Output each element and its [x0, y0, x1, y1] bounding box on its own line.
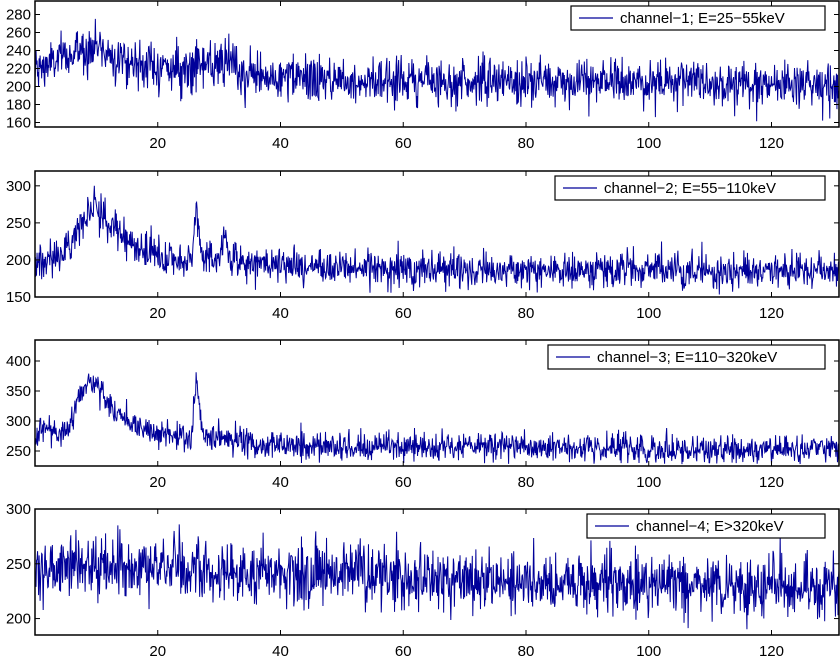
x-tick-label: 20 [149, 305, 166, 322]
legend: channel−4; E>320keV [586, 513, 826, 539]
y-tick-label: 280 [6, 7, 31, 24]
y-tick-label: 200 [6, 611, 31, 628]
series-line-1 [35, 372, 839, 465]
legend: channel−2; E=55−110keV [554, 175, 826, 201]
x-tick-label: 80 [518, 643, 535, 657]
x-tick-label: 100 [636, 305, 661, 322]
y-tick-label: 160 [6, 115, 31, 132]
legend-box [547, 344, 826, 370]
x-tick-label: 20 [149, 474, 166, 491]
y-tick-label: 180 [6, 97, 31, 114]
axes-frame [34, 508, 840, 636]
y-tick-label: 220 [6, 61, 31, 78]
y-tick-label: 350 [6, 383, 31, 400]
y-tick-label: 250 [6, 443, 31, 460]
legend-label: channel−1; E=25−55keV [620, 10, 785, 27]
legend: channel−1; E=25−55keV [570, 5, 826, 31]
y-tick-label: 200 [6, 252, 31, 269]
x-tick-label: 20 [149, 135, 166, 152]
panel-2: 20 40 60 80 100 120 150 200 250 300 channel−2; E=5… [6, 170, 840, 322]
axes-frame [34, 170, 840, 298]
y-tick-label: 260 [6, 25, 31, 42]
legend-label: channel−3; E=110−320keV [597, 349, 777, 366]
x-tick-label: 120 [759, 305, 784, 322]
x-tick-label: 100 [636, 643, 661, 657]
legend-box [554, 175, 826, 201]
y-tick-label: 400 [6, 353, 31, 370]
y-tick-label: 250 [6, 556, 31, 573]
axes-frame [34, 339, 840, 467]
panel-3: 20 40 60 80 100 120 250 300 350 400 channel−3; E=1… [6, 339, 840, 491]
series-line-1 [35, 524, 839, 630]
x-tick-label: 80 [518, 135, 535, 152]
y-tick-label: 200 [6, 79, 31, 96]
panel-4: 20 40 60 80 100 120 200 250 300 channel−4; E>320k… [6, 501, 840, 657]
x-tick-label: 40 [272, 135, 289, 152]
x-tick-label: 100 [636, 474, 661, 491]
x-tick-label: 40 [272, 643, 289, 657]
legend-box [570, 5, 826, 31]
series-line-1 [35, 185, 839, 295]
x-tick-label: 60 [395, 135, 412, 152]
x-tick-label: 60 [395, 305, 412, 322]
y-tick-label: 250 [6, 215, 31, 232]
legend-label: channel−4; E>320keV [636, 518, 784, 535]
x-tick-label: 60 [395, 643, 412, 657]
x-tick-label: 120 [759, 474, 784, 491]
x-tick-label: 120 [759, 135, 784, 152]
y-tick-label: 300 [6, 501, 31, 518]
axes-frame [34, 0, 840, 128]
legend: channel−3; E=110−320keV [547, 344, 826, 370]
x-tick-label: 120 [759, 643, 784, 657]
legend-label: channel−2; E=55−110keV [604, 180, 776, 197]
x-tick-label: 80 [518, 474, 535, 491]
y-tick-label: 300 [6, 413, 31, 430]
x-tick-label: 20 [149, 643, 166, 657]
y-tick-label: 150 [6, 289, 31, 306]
y-tick-label: 240 [6, 43, 31, 60]
x-tick-label: 100 [636, 135, 661, 152]
series-line-1 [35, 18, 839, 122]
x-tick-label: 80 [518, 305, 535, 322]
x-tick-label: 40 [272, 305, 289, 322]
y-tick-label: 300 [6, 178, 31, 195]
x-tick-label: 40 [272, 474, 289, 491]
x-tick-label: 60 [395, 474, 412, 491]
